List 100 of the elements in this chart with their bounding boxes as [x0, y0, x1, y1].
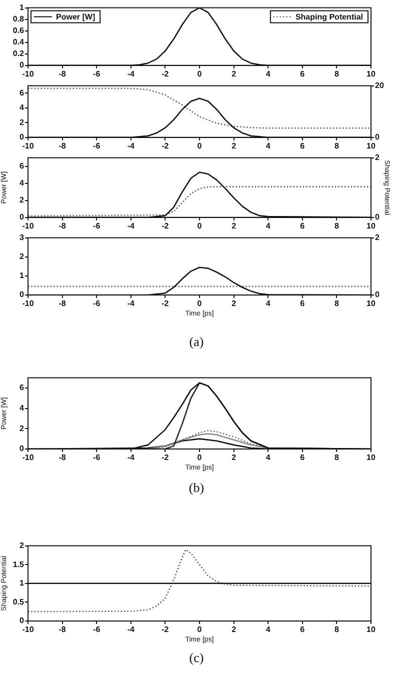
y-tick-label: 4 — [20, 103, 25, 112]
y-tick-label: 2 — [20, 196, 25, 205]
x-tick-label: -10 — [22, 299, 34, 308]
x-tick-label: 0 — [197, 69, 202, 78]
y-tick-label: 6 — [20, 88, 25, 98]
y2-tick-label: 0 — [375, 212, 380, 222]
x-tick-label: 10 — [366, 69, 376, 78]
x-tick-label: 6 — [300, 453, 306, 462]
x-tick-label: -4 — [127, 625, 135, 634]
x-tick-label: 6 — [300, 69, 306, 78]
y2-tick-label: 2 — [375, 153, 380, 162]
x-tick-label: -6 — [93, 453, 101, 462]
x-tick-label: -6 — [93, 141, 101, 150]
y-tick-label: 6 — [20, 383, 25, 392]
x-tick-label: -6 — [93, 625, 101, 634]
y2-tick-label: 20 — [375, 81, 384, 90]
x-tick-label: 6 — [300, 625, 306, 634]
x-tick-label: 8 — [334, 453, 340, 462]
y-tick-label: 1.5 — [12, 560, 25, 569]
x-tick-label: -6 — [93, 69, 101, 78]
x-tick-label: -8 — [58, 69, 66, 78]
x-tick-label: -10 — [22, 141, 34, 150]
x-tick-label: 2 — [232, 625, 237, 634]
y-tick-label: 6 — [20, 162, 25, 171]
x-tick-label: -8 — [58, 141, 66, 150]
x-tick-label: -4 — [127, 299, 135, 308]
legend-label: Power [W] — [56, 12, 96, 22]
x-tick-label: -4 — [127, 69, 135, 78]
x-tick-label: -4 — [127, 453, 135, 462]
y2-tick-label: 0 — [375, 290, 380, 300]
x-tick-label: -2 — [162, 625, 170, 634]
x-tick-label: -6 — [93, 299, 101, 308]
y-tick-label: 0.8 — [12, 14, 25, 24]
x-tick-label: -10 — [22, 221, 34, 230]
y-tick-label: 4 — [20, 178, 25, 188]
x-tick-label: 2 — [232, 221, 237, 230]
text: (a) — [188, 334, 205, 350]
x-tick-label: 6 — [300, 221, 306, 230]
y-tick-label: 2 — [20, 118, 25, 127]
x-tick-label: 4 — [266, 625, 271, 634]
x-tick-label: 10 — [366, 453, 376, 462]
x-tick-label: -10 — [22, 453, 34, 462]
x-tick-label: 10 — [366, 141, 376, 150]
x-tick-label: 8 — [334, 141, 340, 150]
x-tick-label: 0 — [197, 141, 202, 150]
x-tick-label: 10 — [366, 299, 376, 308]
text: (b) — [188, 480, 206, 496]
y-tick-label: 2 — [20, 252, 25, 262]
x-tick-label: -10 — [22, 69, 34, 78]
x-tick-label: 2 — [232, 299, 237, 308]
y-tick-label: 1 — [20, 271, 25, 280]
x-tick-label: 4 — [266, 453, 271, 462]
x-tick-label: 0 — [197, 221, 202, 230]
x-tick-label: -10 — [22, 625, 34, 634]
y-tick-label: 0 — [20, 290, 25, 300]
x-tick-label: 0 — [197, 453, 202, 462]
y-tick-label: 0 — [20, 132, 25, 142]
legend-label: Shaping Potential — [295, 12, 364, 22]
x-tick-label: -2 — [162, 453, 170, 462]
x-tick-label: 10 — [366, 625, 376, 634]
y-tick-label: 0 — [20, 616, 25, 626]
x-tick-label: -4 — [127, 221, 135, 230]
text: (c) — [188, 650, 205, 666]
x-tick-label: 2 — [232, 453, 237, 462]
x-tick-label: 4 — [266, 69, 271, 78]
y-tick-label: 1 — [20, 3, 25, 12]
x-tick-label: 10 — [366, 221, 376, 230]
x-tick-label: 2 — [232, 69, 237, 78]
y-tick-label: 0 — [20, 444, 25, 454]
x-tick-label: -8 — [58, 625, 66, 634]
x-tick-label: 8 — [334, 299, 340, 308]
x-tick-label: -2 — [162, 299, 170, 308]
x-tick-label: 2 — [232, 141, 237, 150]
x-tick-label: -8 — [58, 453, 66, 462]
x-tick-label: 4 — [266, 141, 271, 150]
x-tick-label: -6 — [93, 221, 101, 230]
x-tick-label: 6 — [300, 299, 306, 308]
x-tick-label: -2 — [162, 221, 170, 230]
x-tick-label: 8 — [334, 69, 340, 78]
y-tick-label: 2 — [20, 424, 25, 433]
x-tick-label: 6 — [300, 141, 306, 150]
x-tick-label: -2 — [162, 141, 170, 150]
y-tick-label: 0 — [20, 212, 25, 222]
y-tick-label: 0 — [20, 60, 25, 70]
y-tick-label: 4 — [20, 404, 25, 413]
x-tick-label: -8 — [58, 299, 66, 308]
y-tick-label: 1 — [20, 578, 25, 588]
y2-tick-label: 0 — [375, 132, 380, 142]
y-tick-label: 3 — [20, 233, 25, 242]
x-tick-label: 0 — [197, 299, 202, 308]
x-tick-label: 4 — [266, 221, 271, 230]
y-tick-label: 2 — [20, 541, 25, 550]
x-tick-label: -8 — [58, 221, 66, 230]
y-tick-label: 0.6 — [12, 26, 25, 36]
y2-tick-label: 2 — [375, 233, 380, 242]
x-tick-label: 8 — [334, 221, 340, 230]
y-tick-label: 0.2 — [12, 49, 25, 58]
x-tick-label: -4 — [127, 141, 135, 150]
y-tick-label: 0.4 — [12, 38, 25, 47]
x-tick-label: 0 — [197, 625, 202, 634]
